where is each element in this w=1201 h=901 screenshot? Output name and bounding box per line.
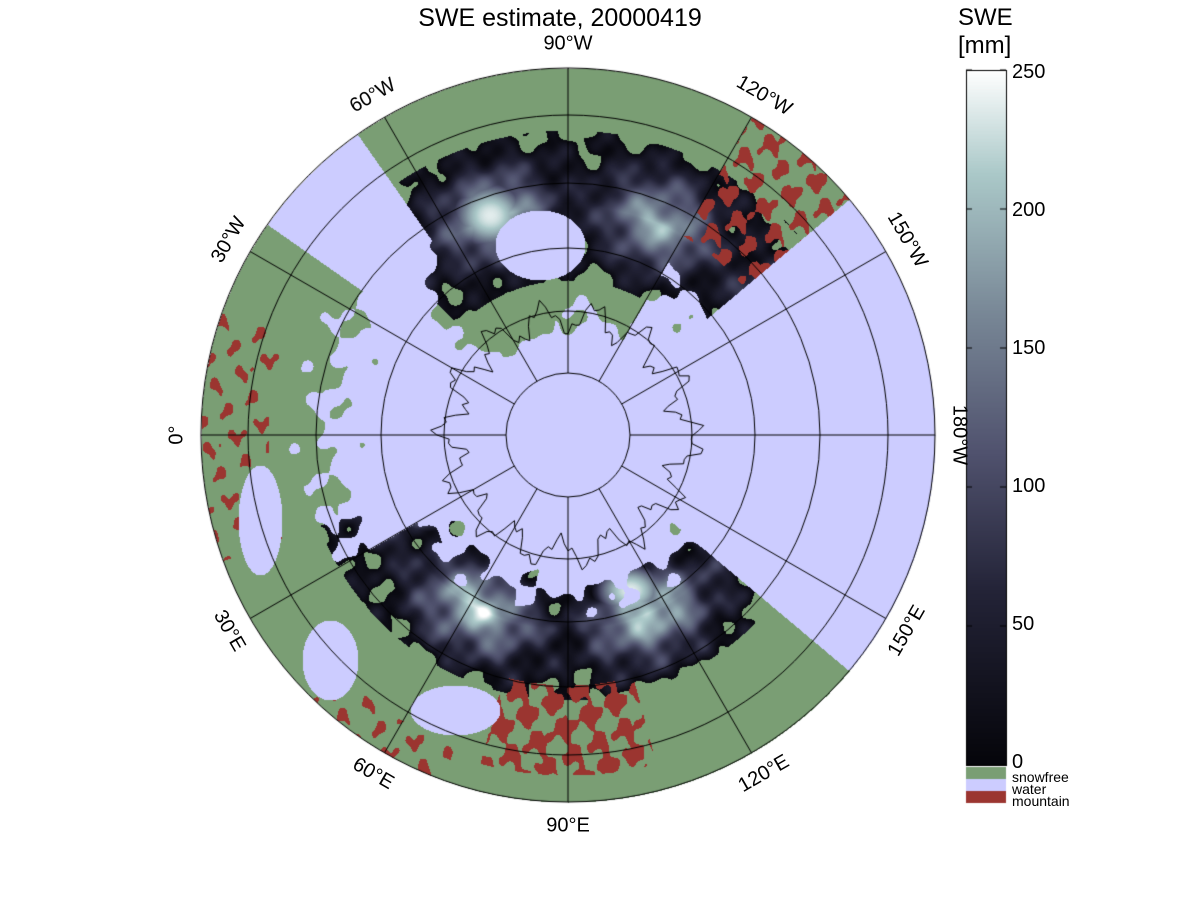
colorbar-tick-100: 100 xyxy=(1012,475,1046,497)
colorbar-title-line2: [mm] xyxy=(958,32,1012,59)
meridian-label-90w: 90°W xyxy=(543,32,593,55)
colorbar-tick-200: 200 xyxy=(1012,199,1046,221)
meridian-label-180w: 180°W xyxy=(948,404,971,466)
legend-water-label: water xyxy=(1012,781,1047,797)
colorbar-title-line1: SWE xyxy=(958,4,1013,31)
meridian-label-0: 0° xyxy=(165,425,188,445)
colorbar-tick-50: 50 xyxy=(1012,613,1035,635)
map-title: SWE estimate, 20000419 xyxy=(418,4,702,32)
colorbar-tick-250: 250 xyxy=(1012,61,1046,83)
legend-mountain-label: mountain xyxy=(1012,793,1070,809)
colorbar-tick-0: 0 xyxy=(1012,751,1024,773)
legend-snowfree-label: snowfree xyxy=(1012,769,1069,785)
meridian-label-90e: 90°E xyxy=(546,814,590,837)
colorbar-tick-150: 150 xyxy=(1012,337,1046,359)
colorbar-title: SWE [mm] xyxy=(958,4,1013,60)
